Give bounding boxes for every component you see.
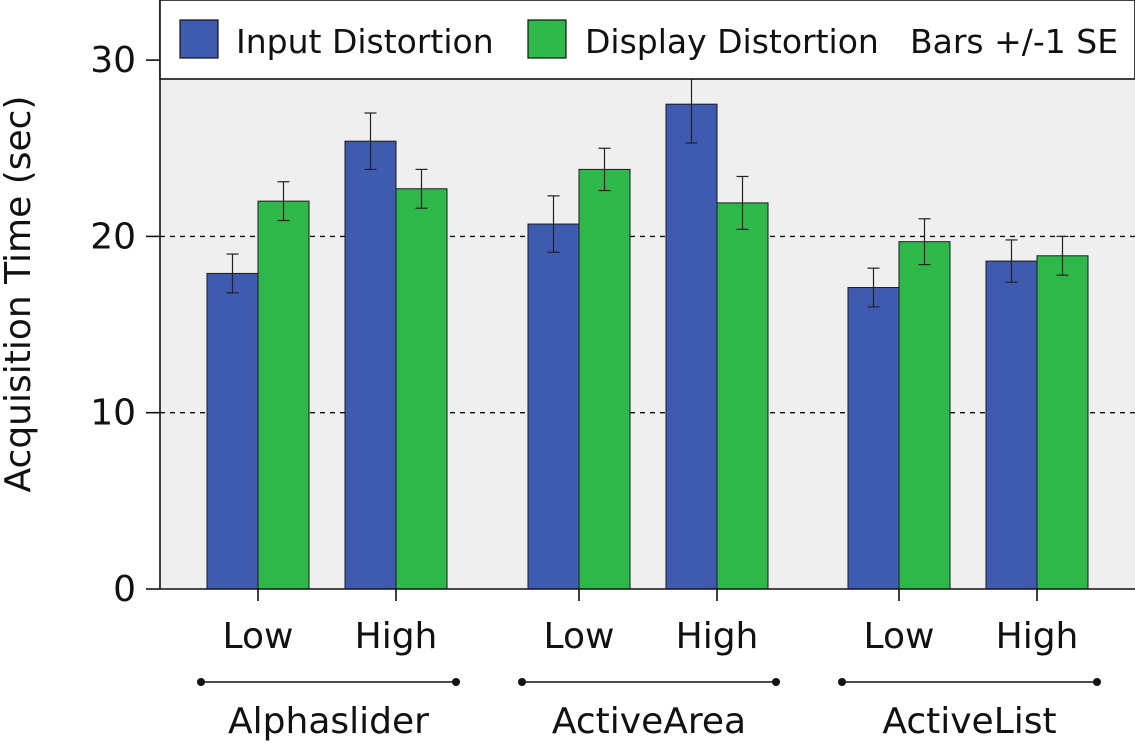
bar bbox=[847, 287, 900, 590]
legend-box bbox=[159, 0, 1135, 80]
bar bbox=[1036, 255, 1089, 590]
y-tick-label: 20 bbox=[90, 216, 136, 257]
group-labels: Alphaslider ActiveArea ActiveList bbox=[197, 678, 1101, 742]
x-category-label: Low bbox=[223, 616, 294, 657]
bar bbox=[344, 140, 397, 590]
y-tick-label: 0 bbox=[113, 569, 136, 610]
bar bbox=[985, 260, 1038, 590]
group-label: Alphaslider bbox=[228, 701, 429, 742]
x-category-labels: Low High Low High Low High bbox=[223, 589, 1079, 657]
group-bracket-end bbox=[1093, 678, 1101, 686]
legend: Input Distortion Display Distortion Bars… bbox=[159, 0, 1135, 80]
bar bbox=[206, 272, 259, 590]
legend-swatch-display bbox=[527, 19, 567, 59]
bar bbox=[257, 200, 310, 590]
x-category-label: Low bbox=[544, 616, 615, 657]
bar bbox=[898, 241, 951, 590]
group-bracket-end bbox=[197, 678, 205, 686]
bar bbox=[665, 103, 718, 590]
group-label: ActiveArea bbox=[552, 701, 746, 742]
y-tick-label: 10 bbox=[90, 393, 136, 434]
group-bracket-end bbox=[452, 678, 460, 686]
gridlines bbox=[160, 235, 1135, 414]
legend-label-display: Display Distortion bbox=[585, 22, 879, 61]
x-category-label: High bbox=[996, 616, 1079, 657]
group-bracket-end bbox=[772, 678, 780, 686]
plot-background bbox=[160, 0, 1135, 589]
legend-note: Bars +/-1 SE bbox=[910, 22, 1118, 61]
x-category-label: High bbox=[676, 616, 759, 657]
x-category-label: High bbox=[355, 616, 438, 657]
bar bbox=[395, 188, 448, 590]
bar bbox=[527, 223, 580, 590]
bar bbox=[716, 202, 769, 590]
y-axis-title: Acquisition Time (sec) bbox=[0, 96, 39, 493]
y-tick-label: 30 bbox=[90, 40, 136, 81]
legend-swatch-input bbox=[179, 19, 219, 59]
legend-label-input: Input Distortion bbox=[236, 22, 494, 61]
x-category-label: Low bbox=[864, 616, 935, 657]
group-bracket-end bbox=[518, 678, 526, 686]
group-label: ActiveList bbox=[882, 701, 1056, 742]
bar bbox=[578, 168, 631, 590]
y-ticks: 0 10 20 30 bbox=[90, 40, 160, 610]
bars-layer bbox=[206, 103, 1089, 590]
group-bracket-end bbox=[838, 678, 846, 686]
